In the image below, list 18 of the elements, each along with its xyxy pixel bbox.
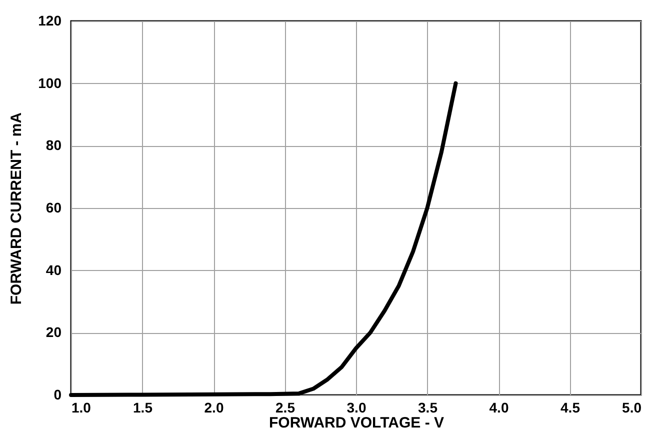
y-tick-label: 0 <box>54 386 62 402</box>
y-axis-title: FORWARD CURRENT - mA <box>8 112 26 305</box>
y-tick-label: 60 <box>46 200 62 216</box>
y-tick-label: 40 <box>46 262 62 278</box>
x-tick-label: 3.0 <box>346 400 366 416</box>
x-tick-label: 2.5 <box>276 400 296 416</box>
x-tick-label: 4.0 <box>489 400 509 416</box>
x-tick-label: 1.0 <box>72 400 92 416</box>
x-tick-label: 1.5 <box>133 400 153 416</box>
y-tick-label: 20 <box>46 324 62 340</box>
x-tick-label: 4.5 <box>560 400 580 416</box>
x-tick-label: 5.0 <box>622 400 642 416</box>
x-axis-title: FORWARD VOLTAGE - V <box>269 414 444 432</box>
x-tick-label: 2.0 <box>204 400 224 416</box>
y-tick-label: 100 <box>38 74 62 91</box>
y-tick-label: 80 <box>46 137 62 154</box>
x-tick-label: 3.5 <box>418 400 438 416</box>
y-tick-label: 120 <box>38 12 62 28</box>
